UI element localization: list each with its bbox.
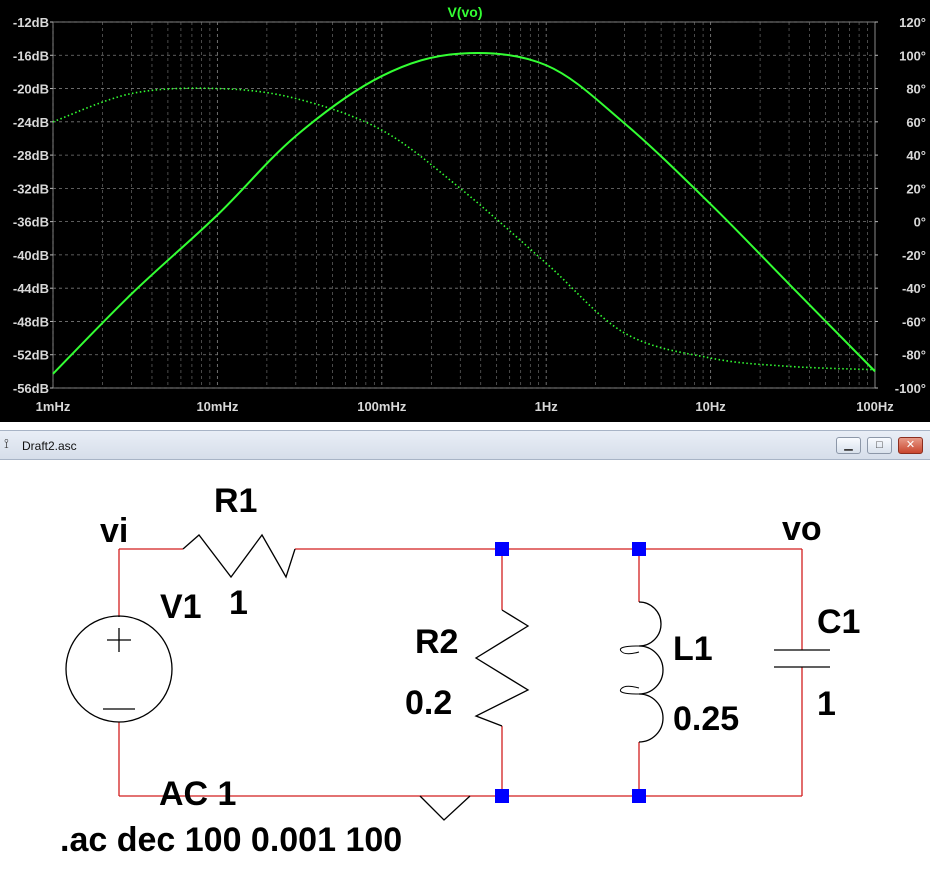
y-right-tick-label: -100° (895, 381, 926, 396)
y-right-tick-label: -80° (902, 348, 926, 363)
y-right-tick-label: -40° (902, 281, 926, 296)
net-label-vo[interactable]: vo (782, 510, 822, 548)
maximize-button[interactable]: □ (867, 437, 892, 454)
close-icon: ✕ (905, 439, 916, 451)
junctions (495, 542, 646, 803)
x-tick-labels: 1mHz 10mHz 100mHz 1Hz 10Hz 100Hz (36, 399, 895, 414)
y-right-tick-label: 80° (906, 82, 926, 97)
schematic-canvas[interactable]: vi vo R1 1 V1 AC 1 R2 0.2 L1 0.25 C1 1 .… (0, 460, 930, 870)
y-left-tick-label: -48dB (13, 314, 49, 329)
y-right-tick-label: -20° (902, 248, 926, 263)
y-left-tick-label: -44dB (13, 281, 49, 296)
y-right-tick-label: -60° (902, 314, 926, 329)
y-right-tick-label: 100° (899, 48, 926, 63)
y-right-tick-label: 120° (899, 15, 926, 30)
y-left-tick-label: -16dB (13, 48, 49, 63)
waveform-plot-pane[interactable]: -12dB -16dB -20dB -24dB -28dB -32dB -36dB -40dB… (0, 0, 930, 422)
r2-name[interactable]: R2 (415, 623, 458, 661)
y-right-tick-label: 60° (906, 115, 926, 130)
y-right-tick-label: 0° (914, 215, 926, 230)
y-left-tick-label: -28dB (13, 148, 49, 163)
y-left-tick-label: -20dB (13, 82, 49, 97)
y-left-tick-labels: -12dB -16dB -20dB -24dB -28dB -32dB -36dB -40dB… (13, 15, 53, 396)
y-left-tick-label: -56dB (13, 381, 49, 396)
junction-dot[interactable] (632, 542, 646, 556)
y-right-tick-label: 20° (906, 181, 926, 196)
y-left-tick-label: -24dB (13, 115, 49, 130)
resistor-r2[interactable] (474, 609, 530, 727)
maximize-icon: □ (876, 439, 883, 451)
capacitor-c1[interactable] (774, 649, 830, 668)
schematic-window-titlebar[interactable]: ⟟ Draft2.asc ▁ □ ✕ (0, 430, 930, 460)
bode-plot[interactable]: -12dB -16dB -20dB -24dB -28dB -32dB -36dB -40dB… (0, 0, 930, 422)
resistor-r1[interactable] (182, 533, 296, 579)
c1-value[interactable]: 1 (817, 685, 836, 723)
grid-lines (52, 21, 875, 389)
trace-title[interactable]: V(vo) (448, 4, 483, 20)
x-tick-label: 10mHz (196, 399, 238, 414)
minimize-icon: ▁ (844, 439, 853, 451)
inductor-l1[interactable] (619, 601, 664, 743)
window-title: Draft2.asc (22, 439, 77, 453)
schematic-drawing[interactable]: vi vo R1 1 V1 AC 1 R2 0.2 L1 0.25 C1 1 .… (0, 460, 930, 870)
ltspice-app-icon[interactable]: ⟟ (4, 436, 9, 451)
l1-value[interactable]: 0.25 (673, 700, 739, 738)
x-tick-label: 1Hz (535, 399, 559, 414)
junction-dot[interactable] (495, 542, 509, 556)
x-tick-label: 100mHz (357, 399, 407, 414)
r1-value[interactable]: 1 (229, 584, 248, 622)
junction-dot[interactable] (632, 789, 646, 803)
v1-value[interactable]: AC 1 (159, 775, 236, 813)
ground-marker[interactable] (419, 795, 471, 821)
close-button[interactable]: ✕ (898, 437, 923, 454)
y-right-tick-label: 40° (906, 148, 926, 163)
voltage-source-v1[interactable] (65, 615, 173, 723)
junction-dot[interactable] (495, 789, 509, 803)
x-tick-label: 1mHz (36, 399, 71, 414)
r2-value[interactable]: 0.2 (405, 684, 452, 722)
y-left-tick-label: -32dB (13, 181, 49, 196)
y-left-tick-label: -12dB (13, 15, 49, 30)
spice-directive[interactable]: .ac dec 100 0.001 100 (60, 821, 402, 859)
y-left-tick-label: -40dB (13, 248, 49, 263)
r1-name[interactable]: R1 (214, 482, 257, 520)
y-left-tick-label: -36dB (13, 215, 49, 230)
x-tick-label: 10Hz (695, 399, 726, 414)
minimize-button[interactable]: ▁ (836, 437, 861, 454)
wires (118, 548, 803, 797)
y-right-tick-labels: 120° 100° 80° 60° 40° 20° 0° -20° -40° -60° -80° -1… (875, 15, 926, 396)
v1-name[interactable]: V1 (160, 588, 202, 626)
plot-frame (52, 21, 876, 389)
magnitude-trace[interactable] (52, 52, 876, 375)
traces (52, 52, 876, 375)
phase-trace[interactable] (52, 87, 876, 371)
l1-name[interactable]: L1 (673, 630, 713, 668)
c1-name[interactable]: C1 (817, 603, 860, 641)
x-tick-label: 100Hz (856, 399, 894, 414)
net-label-vi[interactable]: vi (100, 512, 128, 550)
y-left-tick-label: -52dB (13, 348, 49, 363)
